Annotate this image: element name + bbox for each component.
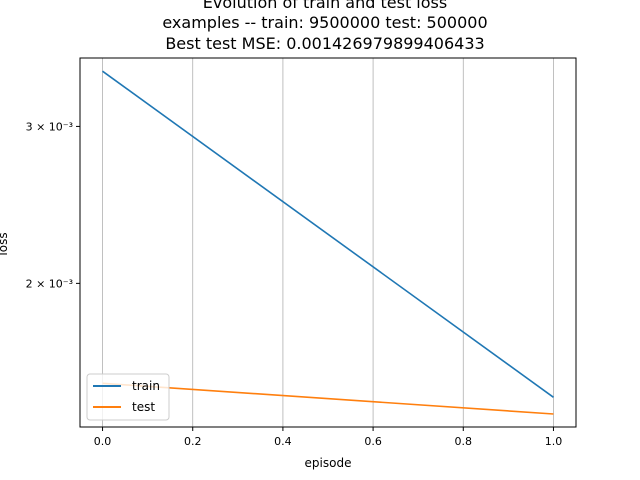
y-axis-label: loss <box>0 232 10 255</box>
legend: train test <box>86 373 170 421</box>
series-line-test <box>102 382 554 415</box>
grid <box>102 58 554 427</box>
plot-frame <box>79 57 577 428</box>
x-tick-label: 0.4 <box>274 435 292 448</box>
x-tick-label: 0.8 <box>455 435 473 448</box>
x-tick-label: 0.0 <box>94 435 112 448</box>
y-tick-label: 3 × 10⁻³ <box>26 120 73 133</box>
legend-label-train: train <box>132 379 160 393</box>
series-line-train <box>102 70 554 398</box>
x-axis-label: episode <box>305 456 352 470</box>
series-lines <box>102 70 554 415</box>
x-tick-label: 1.0 <box>545 435 563 448</box>
chart-subtitle-mse: Best test MSE: 0.001426979899406433 <box>165 34 484 53</box>
chart-title: Evolution of train and test loss <box>203 0 447 12</box>
ticks: 0.0 0.2 0.4 0.6 0.8 1.0 2 × 10⁻³ 3 × 10⁻³ <box>26 120 563 448</box>
x-tick-label: 0.6 <box>364 435 382 448</box>
legend-label-test: test <box>132 400 155 414</box>
chart-subtitle: examples -- train: 9500000 test: 500000 <box>162 13 487 32</box>
y-tick-label: 2 × 10⁻³ <box>26 277 73 290</box>
x-tick-label: 0.2 <box>184 435 202 448</box>
